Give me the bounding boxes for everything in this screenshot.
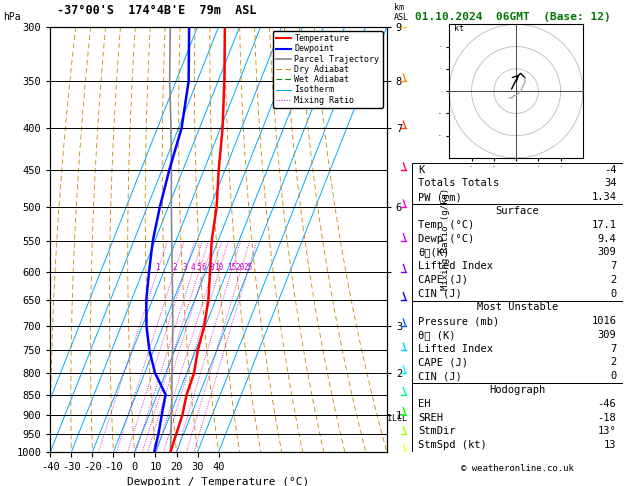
Text: 34: 34 <box>604 178 616 189</box>
Text: 2: 2 <box>610 358 616 367</box>
Text: Dewp (°C): Dewp (°C) <box>418 234 474 243</box>
Text: Lifted Index: Lifted Index <box>418 261 493 271</box>
Text: hPa: hPa <box>3 13 21 22</box>
Text: km
ASL: km ASL <box>394 3 409 22</box>
Text: StmSpd (kt): StmSpd (kt) <box>418 440 487 450</box>
X-axis label: Dewpoint / Temperature (°C): Dewpoint / Temperature (°C) <box>128 477 309 486</box>
Text: Pressure (mb): Pressure (mb) <box>418 316 499 326</box>
Text: 309: 309 <box>598 330 616 340</box>
Text: © weatheronline.co.uk: © weatheronline.co.uk <box>461 464 574 472</box>
Text: -46: -46 <box>598 399 616 409</box>
Text: 0: 0 <box>610 371 616 381</box>
Text: 13: 13 <box>604 440 616 450</box>
Text: 309: 309 <box>598 247 616 257</box>
Text: 1: 1 <box>155 262 160 272</box>
Text: 0: 0 <box>610 289 616 298</box>
Text: SREH: SREH <box>418 413 443 422</box>
Text: Surface: Surface <box>496 206 539 216</box>
Text: 9.4: 9.4 <box>598 234 616 243</box>
Text: 2: 2 <box>172 262 177 272</box>
Text: kt: kt <box>454 24 464 33</box>
Text: 2: 2 <box>610 275 616 285</box>
Text: 13°: 13° <box>598 426 616 436</box>
Text: 6: 6 <box>202 262 206 272</box>
Text: Temp (°C): Temp (°C) <box>418 220 474 230</box>
Text: 17.1: 17.1 <box>591 220 616 230</box>
Text: CAPE (J): CAPE (J) <box>418 358 469 367</box>
Text: EH: EH <box>418 399 431 409</box>
Text: StmDir: StmDir <box>418 426 456 436</box>
Text: 20: 20 <box>236 262 245 272</box>
Text: Hodograph: Hodograph <box>489 385 545 395</box>
Text: 15: 15 <box>226 262 236 272</box>
Text: θᴄ (K): θᴄ (K) <box>418 330 456 340</box>
Text: θᴄ(K): θᴄ(K) <box>418 247 450 257</box>
Text: Most Unstable: Most Unstable <box>477 302 558 312</box>
Text: 3: 3 <box>182 262 187 272</box>
Legend: Temperature, Dewpoint, Parcel Trajectory, Dry Adiabat, Wet Adiabat, Isotherm, Mi: Temperature, Dewpoint, Parcel Trajectory… <box>272 31 382 108</box>
Text: CIN (J): CIN (J) <box>418 289 462 298</box>
Text: 7: 7 <box>610 261 616 271</box>
Text: 25: 25 <box>243 262 252 272</box>
Text: -18: -18 <box>598 413 616 422</box>
Text: Totals Totals: Totals Totals <box>418 178 499 189</box>
Text: 01.10.2024  06GMT  (Base: 12): 01.10.2024 06GMT (Base: 12) <box>415 12 611 22</box>
Text: 10: 10 <box>214 262 223 272</box>
Text: K: K <box>418 165 425 174</box>
Text: 1016: 1016 <box>591 316 616 326</box>
Text: 1LCL: 1LCL <box>387 414 408 423</box>
Text: -37°00'S  174°4B'E  79m  ASL: -37°00'S 174°4B'E 79m ASL <box>57 4 256 17</box>
Text: 8: 8 <box>210 262 214 272</box>
Text: Lifted Index: Lifted Index <box>418 344 493 354</box>
Text: CIN (J): CIN (J) <box>418 371 462 381</box>
Text: 5: 5 <box>196 262 201 272</box>
Text: Mixing Ratio (g/kg): Mixing Ratio (g/kg) <box>441 188 450 291</box>
Text: -4: -4 <box>604 165 616 174</box>
Text: 7: 7 <box>610 344 616 354</box>
Text: 1.34: 1.34 <box>591 192 616 202</box>
Text: 4: 4 <box>191 262 195 272</box>
Text: CAPE (J): CAPE (J) <box>418 275 469 285</box>
Text: PW (cm): PW (cm) <box>418 192 462 202</box>
